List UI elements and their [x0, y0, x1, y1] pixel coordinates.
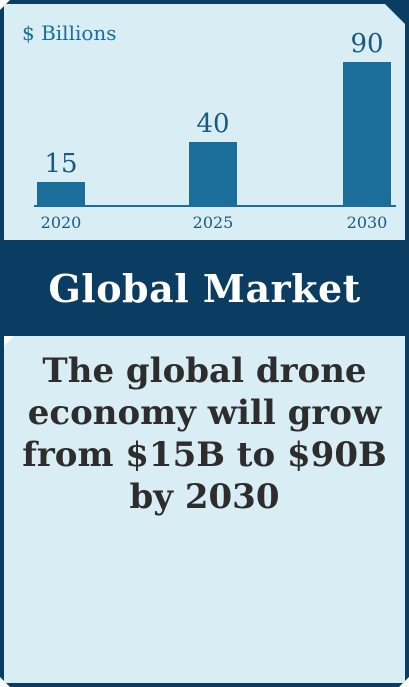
- bar-chart: $ Billions 15 2020 40 2025 90 2030: [22, 21, 396, 232]
- data-label-2020: 15: [44, 149, 77, 179]
- data-label-2030: 90: [350, 29, 383, 59]
- headline: The global drone economy will grow from …: [22, 351, 387, 517]
- data-label-2025: 40: [196, 109, 229, 139]
- panel-corner: [4, 336, 14, 346]
- tick-label-2025: 2025: [193, 213, 234, 232]
- bar-2025: [189, 142, 237, 206]
- banner-title: Global Market: [48, 265, 361, 311]
- unit-label: $ Billions: [22, 21, 117, 45]
- tick-label-2030: 2030: [347, 213, 388, 232]
- banner: Global Market: [0, 240, 409, 336]
- bar-2030: [343, 62, 391, 206]
- chart-panel: $ Billions 15 2020 40 2025 90 2030: [4, 4, 405, 240]
- bar-2020: [37, 182, 85, 206]
- panel-corner-accent: [385, 4, 405, 24]
- text-panel: The global drone economy will grow from …: [4, 336, 405, 683]
- tick-label-2020: 2020: [41, 213, 82, 232]
